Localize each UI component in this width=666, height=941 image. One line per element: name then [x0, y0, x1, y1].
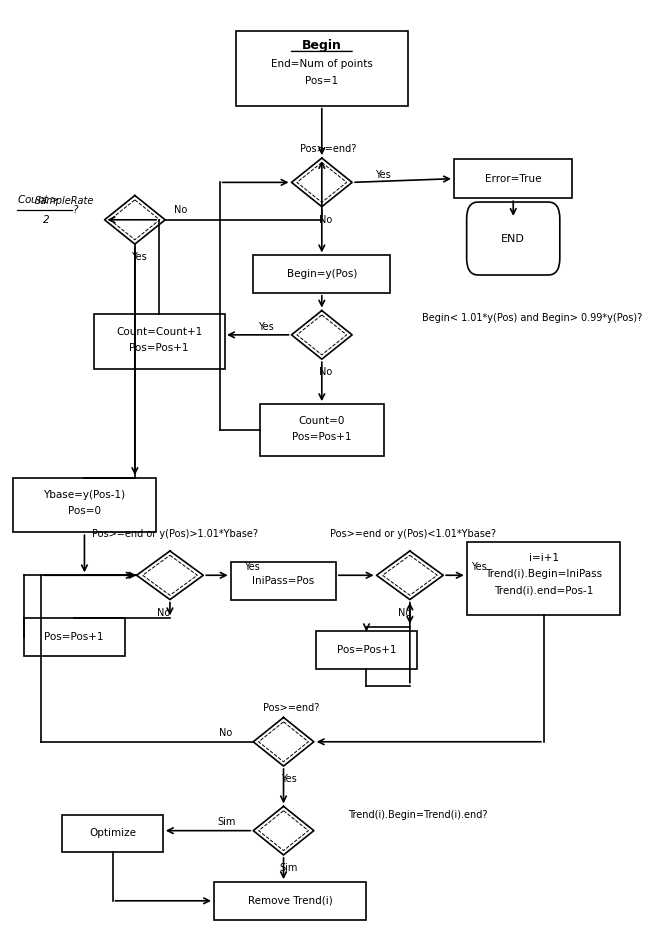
Polygon shape	[105, 196, 165, 244]
Text: Pos>=end?: Pos>=end?	[263, 703, 320, 713]
Polygon shape	[292, 158, 352, 207]
Text: No: No	[157, 608, 170, 617]
Text: Yes: Yes	[131, 252, 147, 263]
Bar	[236, 31, 408, 105]
Text: Pos>=end or y(Pos)<1.01*Ybase?: Pos>=end or y(Pos)<1.01*Ybase?	[330, 529, 496, 539]
Text: Yes: Yes	[281, 774, 296, 784]
Text: $Count > $: $Count > $	[17, 193, 59, 205]
Text: Trend(i).end=Pos-1: Trend(i).end=Pos-1	[494, 585, 593, 596]
Bar	[316, 631, 417, 669]
Polygon shape	[292, 311, 352, 359]
Text: 2: 2	[43, 215, 49, 225]
Text: Count=0: Count=0	[298, 416, 345, 426]
Text: END: END	[501, 233, 525, 244]
Text: Pos=Pos+1: Pos=Pos+1	[129, 343, 189, 353]
Text: ?: ?	[73, 205, 79, 215]
Text: Pos=Pos+1: Pos=Pos+1	[337, 646, 396, 655]
Text: IniPass=Pos: IniPass=Pos	[252, 576, 314, 586]
Text: Sim: Sim	[280, 863, 298, 873]
Text: Sim: Sim	[217, 817, 235, 827]
Bar	[13, 478, 157, 533]
Text: Yes: Yes	[258, 323, 274, 332]
Text: Ybase=y(Pos-1): Ybase=y(Pos-1)	[43, 490, 125, 500]
Text: Pos=Pos+1: Pos=Pos+1	[292, 432, 352, 442]
Text: Count=Count+1: Count=Count+1	[116, 327, 202, 337]
Text: Trend(i).Begin=Trend(i).end?: Trend(i).Begin=Trend(i).end?	[348, 810, 488, 820]
FancyBboxPatch shape	[467, 202, 560, 275]
Text: No: No	[220, 728, 232, 739]
Text: Trend(i).Begin=IniPass: Trend(i).Begin=IniPass	[486, 569, 603, 580]
Text: No: No	[398, 608, 412, 617]
Text: No: No	[174, 205, 187, 215]
Text: Yes: Yes	[375, 170, 391, 180]
Bar	[94, 314, 224, 369]
Text: Remove Trend(i): Remove Trend(i)	[248, 896, 332, 906]
Bar	[231, 562, 336, 599]
Text: Yes: Yes	[471, 562, 487, 572]
Text: Pos=Pos+1: Pos=Pos+1	[45, 632, 104, 642]
Bar	[468, 542, 621, 614]
Text: No: No	[319, 367, 332, 377]
Text: Pos>=end or y(Pos)>1.01*Ybase?: Pos>=end or y(Pos)>1.01*Ybase?	[92, 529, 258, 539]
Polygon shape	[376, 550, 443, 599]
Bar	[260, 404, 384, 456]
Text: Error=True: Error=True	[485, 174, 541, 183]
Text: i=i+1: i=i+1	[529, 553, 559, 564]
Bar	[454, 159, 572, 199]
Text: Begin: Begin	[302, 40, 342, 53]
Text: Pos>=end?: Pos>=end?	[300, 144, 356, 153]
Polygon shape	[137, 550, 203, 599]
Text: No: No	[319, 215, 332, 225]
Polygon shape	[253, 717, 314, 766]
Text: SampleRate: SampleRate	[35, 196, 94, 206]
Bar	[62, 815, 163, 853]
Bar	[253, 255, 390, 293]
Text: Pos=0: Pos=0	[68, 505, 101, 516]
Bar	[214, 882, 366, 919]
Text: Begin=y(Pos): Begin=y(Pos)	[286, 269, 357, 279]
Bar	[24, 618, 125, 656]
Text: Begin< 1.01*y(Pos) and Begin> 0.99*y(Pos)?: Begin< 1.01*y(Pos) and Begin> 0.99*y(Pos…	[422, 313, 643, 323]
Text: Optimize: Optimize	[89, 828, 136, 838]
Polygon shape	[253, 806, 314, 855]
Text: End=Num of points: End=Num of points	[271, 58, 373, 69]
Text: Pos=1: Pos=1	[305, 76, 338, 87]
Text: Yes: Yes	[244, 562, 260, 572]
